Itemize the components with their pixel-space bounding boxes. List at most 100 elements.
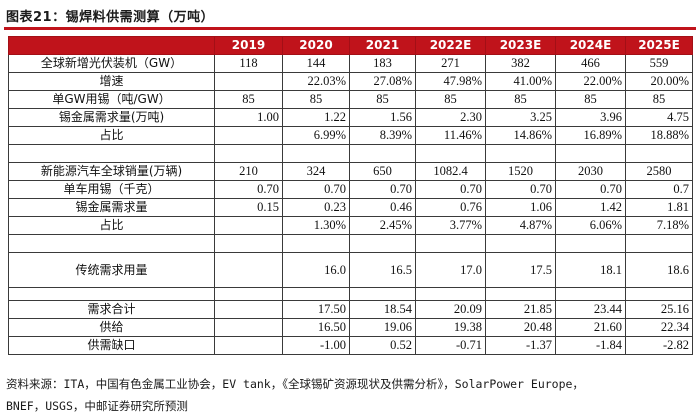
table-cell <box>214 318 283 337</box>
table-cell: 4.75 <box>625 108 693 127</box>
table-row: 单车用锡（千克） 0.70 0.70 0.70 0.70 0.70 0.70 0.7 <box>8 180 693 199</box>
table-cell <box>485 287 556 301</box>
table-cell: 1.30% <box>282 216 350 235</box>
table-cell: 20.09 <box>415 300 486 319</box>
table-cell: 19.38 <box>415 318 486 337</box>
table-cell: 8.39% <box>349 126 416 145</box>
table-row <box>8 144 693 163</box>
table-cell: 41.00% <box>485 72 556 91</box>
table-row: 传统需求用量 16.0 16.5 17.0 17.5 18.1 18.6 <box>8 252 693 288</box>
table-cell: 21.85 <box>485 300 556 319</box>
table-cell: 0.70 <box>415 180 486 199</box>
year-header: 2023E <box>485 36 556 55</box>
table-cell: 3.25 <box>485 108 556 127</box>
table-cell: 17.50 <box>282 300 350 319</box>
table-cell: 650 <box>349 162 416 181</box>
row-label <box>8 234 215 253</box>
table-cell: 23.44 <box>555 300 626 319</box>
table-row: 供需缺口 -1.00 0.52 -0.71 -1.37 -1.84 -2.82 <box>8 336 693 355</box>
table-cell: 324 <box>282 162 350 181</box>
year-header: 2020 <box>282 36 350 55</box>
row-label: 新能源汽车全球销量(万辆) <box>8 162 215 181</box>
table-cell <box>625 144 693 163</box>
table-cell: 3.96 <box>555 108 626 127</box>
row-label: 占比 <box>8 126 215 145</box>
table-cell <box>415 287 486 301</box>
table-cell: 85 <box>485 90 556 109</box>
table-cell: 16.50 <box>282 318 350 337</box>
table-cell: 16.5 <box>349 252 416 288</box>
table-cell: 2.30 <box>415 108 486 127</box>
table-cell <box>214 216 283 235</box>
row-label <box>8 287 215 301</box>
table-row: 供给 16.50 19.06 19.38 20.48 21.60 22.34 <box>8 318 693 337</box>
table-cell: 18.54 <box>349 300 416 319</box>
source-note-cont: BNEF，USGS，中邮证券研究所预测 <box>6 399 188 413</box>
table-cell: 0.23 <box>282 198 350 217</box>
row-label: 锡金属需求量(万吨) <box>8 108 215 127</box>
table-cell: 466 <box>555 54 626 73</box>
table-cell <box>349 234 416 253</box>
table-row: 全球新增光伏装机（GW） 118 144 183 271 382 466 559 <box>8 54 693 73</box>
table-cell: -1.37 <box>485 336 556 355</box>
table-cell: 144 <box>282 54 350 73</box>
table-cell: 17.0 <box>415 252 486 288</box>
table-row: 增速 22.03% 27.08% 47.98% 41.00% 22.00% 20.00% <box>8 72 693 91</box>
table-cell: 0.15 <box>214 198 283 217</box>
table-cell <box>349 287 416 301</box>
table-cell: 47.98% <box>415 72 486 91</box>
source-note: 资料来源：ITA，中国有色金属工业协会，EV tank，《全球锡矿资源现状及供需… <box>6 377 584 391</box>
table-row <box>8 234 693 253</box>
table-cell <box>214 336 283 355</box>
table-cell: 2580 <box>625 162 693 181</box>
table-cell: -0.71 <box>415 336 486 355</box>
table-cell: 1.56 <box>349 108 416 127</box>
row-label: 传统需求用量 <box>8 252 215 288</box>
year-header: 2025E <box>625 36 693 55</box>
header-row: 2019 2020 2021 2022E 2023E 2024E 2025E <box>8 36 693 55</box>
table-cell: 2030 <box>555 162 626 181</box>
table-cell: 559 <box>625 54 693 73</box>
table-row: 占比 1.30% 2.45% 3.77% 4.87% 6.06% 7.18% <box>8 216 693 235</box>
row-label: 供需缺口 <box>8 336 215 355</box>
table-cell: 16.0 <box>282 252 350 288</box>
table-cell <box>625 287 693 301</box>
table-cell <box>485 234 556 253</box>
year-header: 2021 <box>349 36 416 55</box>
table-row: 需求合计 17.50 18.54 20.09 21.85 23.44 25.16 <box>8 300 693 319</box>
row-label: 单GW用锡（吨/GW） <box>8 90 215 109</box>
table-cell: 210 <box>214 162 283 181</box>
row-label: 单车用锡（千克） <box>8 180 215 199</box>
table-cell <box>214 252 283 288</box>
table-cell: 85 <box>349 90 416 109</box>
year-header: 2019 <box>214 36 283 55</box>
table-row: 单GW用锡（吨/GW） 85 85 85 85 85 85 85 <box>8 90 693 109</box>
table-cell: 0.70 <box>555 180 626 199</box>
table-cell: 1.42 <box>555 198 626 217</box>
table-cell: 18.1 <box>555 252 626 288</box>
table-cell: 20.48 <box>485 318 556 337</box>
table-cell: 85 <box>625 90 693 109</box>
table-cell <box>485 144 556 163</box>
table-row <box>8 287 693 301</box>
table-cell <box>282 234 350 253</box>
table-cell: 0.70 <box>282 180 350 199</box>
table-cell <box>214 287 283 301</box>
table-cell <box>415 234 486 253</box>
table-cell: 27.08% <box>349 72 416 91</box>
table-cell: 25.16 <box>625 300 693 319</box>
table-cell: 0.7 <box>625 180 693 199</box>
table-cell: 19.06 <box>349 318 416 337</box>
title-divider <box>4 27 696 30</box>
table-cell: 2.45% <box>349 216 416 235</box>
table-cell <box>282 144 350 163</box>
table-cell: 16.89% <box>555 126 626 145</box>
row-label: 占比 <box>8 216 215 235</box>
table-cell: 382 <box>485 54 556 73</box>
table-cell <box>415 144 486 163</box>
table-row: 新能源汽车全球销量(万辆) 210 324 650 1082.4 1520 2030 2580 <box>8 162 693 181</box>
table-cell: 18.6 <box>625 252 693 288</box>
table-cell <box>282 287 350 301</box>
table-cell: 22.00% <box>555 72 626 91</box>
table-cell <box>214 300 283 319</box>
